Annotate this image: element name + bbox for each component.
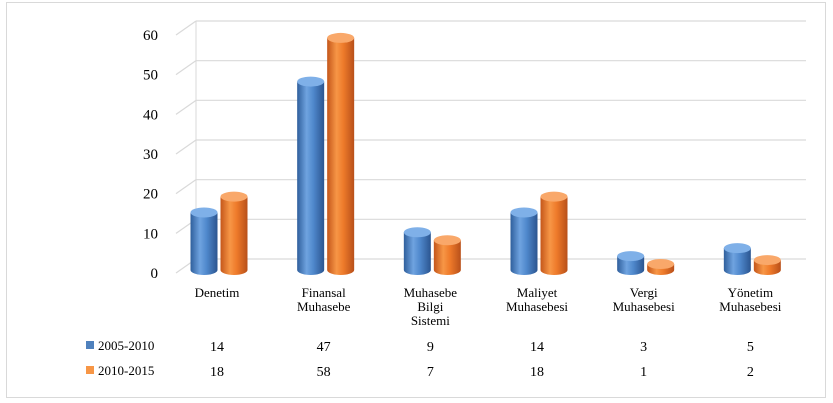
bar <box>723 243 751 275</box>
bar-body <box>723 248 751 275</box>
bar <box>327 32 355 275</box>
category-label-line: Sistemi <box>411 313 450 328</box>
category-label-line: Finansal <box>302 285 346 300</box>
data-table-value: 3 <box>640 340 647 355</box>
bar-cap <box>403 227 431 238</box>
bar <box>753 255 781 275</box>
bar-body <box>220 196 248 275</box>
bar-cap <box>297 76 325 87</box>
gridline-side <box>175 20 197 36</box>
bars <box>190 32 781 275</box>
legend-label: 2005-2010 <box>98 338 154 353</box>
category-label-line: Vergi <box>630 285 658 300</box>
data-table-value: 1 <box>640 365 647 380</box>
gridline-side <box>175 99 197 115</box>
y-tick-label: 10 <box>143 226 158 242</box>
bar <box>647 259 675 275</box>
gridline-side <box>175 60 197 76</box>
bar <box>190 207 218 275</box>
bar-cap <box>540 191 568 202</box>
bar-cap <box>753 255 781 266</box>
legend-swatch <box>86 366 94 374</box>
bar <box>617 251 645 275</box>
category-label-line: Yönetim <box>728 285 774 300</box>
data-table-value: 2 <box>747 365 754 380</box>
y-tick-label: 20 <box>143 187 158 203</box>
bar-body <box>327 37 355 275</box>
chart-frame <box>6 2 826 398</box>
bar <box>297 76 325 275</box>
bar-cap <box>510 207 538 218</box>
data-table-value: 9 <box>427 340 434 355</box>
bar-body <box>190 212 218 275</box>
bar-body <box>510 212 538 275</box>
bar-cap <box>327 32 355 43</box>
category-label: Denetim <box>195 285 240 300</box>
bar <box>403 227 431 275</box>
bar-body <box>433 240 461 275</box>
gridline-side <box>175 179 197 195</box>
category-label-line: Denetim <box>195 285 240 300</box>
y-tick-label: 60 <box>143 28 158 44</box>
bar-body <box>617 256 645 275</box>
category-label-line: Muhasebe <box>404 285 458 300</box>
category-label: Vergi Muhasebesi <box>613 285 675 314</box>
gridlines <box>175 20 806 274</box>
data-table-value: 47 <box>317 340 331 355</box>
category-label-line: Bilgi <box>417 299 443 314</box>
bar <box>540 191 568 275</box>
data-table-value: 14 <box>210 340 224 355</box>
category-label-line: Muhasebesi <box>613 299 675 314</box>
category-label-line: Maliyet <box>517 285 558 300</box>
bar-cap <box>220 191 248 202</box>
bar-cap <box>433 235 461 246</box>
bar-cap <box>190 207 218 218</box>
bar <box>433 235 461 275</box>
category-label: Yönetim Muhasebesi <box>719 285 781 314</box>
category-label-line: Muhasebesi <box>719 299 781 314</box>
bar <box>220 191 248 275</box>
legend-label: 2010-2015 <box>98 363 154 378</box>
bar-cap <box>723 243 751 254</box>
data-table: 2005-2010 14 47 9 14 3 5 2010-2015 18 58 7 18 1 2 <box>86 338 754 380</box>
y-axis: 0 10 20 30 40 50 60 <box>143 28 158 282</box>
y-tick-label: 30 <box>143 147 158 163</box>
category-label: Finansal Muhasebe <box>297 285 351 314</box>
data-table-value: 18 <box>210 365 224 380</box>
category-label: Muhasebe Bilgi Sistemi <box>404 285 458 328</box>
data-table-value: 18 <box>530 365 544 380</box>
gridline-side <box>175 139 197 155</box>
y-tick-label: 0 <box>151 266 159 282</box>
bar <box>510 207 538 275</box>
bar-body <box>297 81 325 275</box>
bar-cap <box>617 251 645 262</box>
category-label-line: Muhasebe <box>297 299 351 314</box>
data-table-value: 58 <box>317 365 331 380</box>
bar-body <box>403 232 431 275</box>
y-tick-label: 50 <box>143 68 158 84</box>
bar-body <box>540 196 568 275</box>
legend-swatch <box>86 341 94 349</box>
data-table-value: 5 <box>747 340 754 355</box>
data-table-value: 7 <box>427 365 434 380</box>
y-tick-label: 40 <box>143 107 158 123</box>
category-label: Maliyet Muhasebesi <box>506 285 568 314</box>
bar-cap <box>647 259 675 270</box>
category-label-line: Muhasebesi <box>506 299 568 314</box>
data-table-value: 14 <box>530 340 544 355</box>
